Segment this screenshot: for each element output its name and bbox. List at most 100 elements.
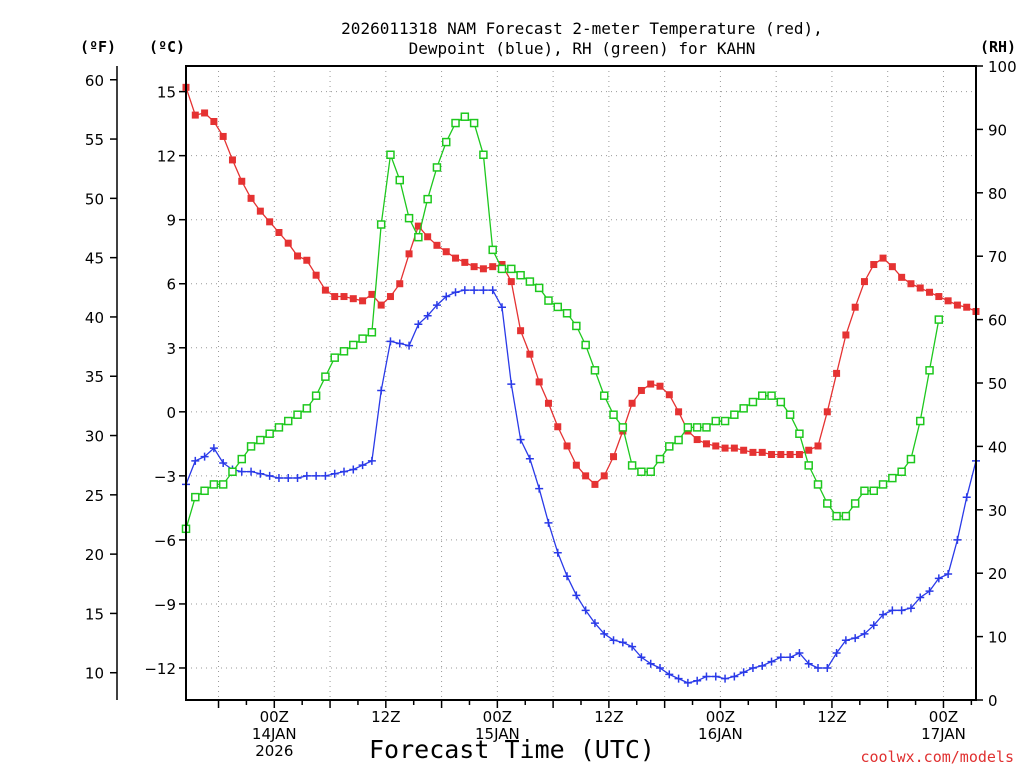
dewpoint-point (962, 493, 971, 502)
rh-point (674, 435, 683, 445)
dewpoint-point (702, 672, 711, 681)
temperature-point (926, 288, 934, 296)
time-tick-label: 12Z (371, 708, 400, 726)
rh-point (553, 302, 563, 312)
dewpoint-point (377, 386, 386, 395)
dewpoint-point (470, 286, 479, 295)
celsius-unit-label: (ºC) (149, 38, 185, 56)
temperature-point (860, 278, 868, 286)
rh-point (404, 213, 414, 223)
rh-point (572, 321, 581, 331)
temperature-point (284, 239, 292, 247)
dewpoint-point (581, 606, 590, 615)
rh-tick-label: 20 (988, 565, 1007, 583)
time-tick-label: 00Z (706, 708, 735, 726)
temperature-point (870, 261, 878, 269)
temperature-point (842, 331, 850, 339)
dewpoint-point (442, 292, 451, 301)
dewpoint-point (721, 674, 730, 683)
grid-lines (186, 66, 976, 700)
rh-point (469, 118, 479, 128)
data-series (181, 83, 980, 687)
fahrenheit-tick-label: 55 (85, 131, 104, 149)
fahrenheit-tick-label: 15 (85, 605, 104, 623)
dewpoint-point (423, 311, 432, 320)
rh-point (237, 454, 247, 464)
rh-tick-label: 30 (988, 502, 1007, 520)
time-tick-label: 15JAN (475, 725, 520, 743)
rh-point (358, 334, 367, 343)
dewpoint-point (879, 610, 888, 619)
rh-point (683, 423, 693, 432)
temperature-point (749, 448, 757, 456)
temperature-point (238, 177, 246, 185)
rh-point (246, 442, 256, 451)
rh-point (627, 461, 637, 470)
dewpoint-point (358, 461, 367, 470)
dewpoint-point (498, 303, 506, 312)
dewpoint-point (795, 649, 804, 658)
fahrenheit-tick-label: 45 (85, 250, 104, 268)
temperature-point (266, 218, 274, 226)
temperature-point (665, 391, 673, 399)
celsius-tick-label: 3 (166, 340, 176, 358)
dewpoint-point (767, 657, 776, 666)
dewpoint-point (209, 444, 218, 453)
temperature-point (321, 286, 329, 294)
dewpoint-point (730, 672, 739, 681)
rh-point (386, 150, 395, 160)
rh-point (925, 366, 934, 375)
temperature-point (210, 118, 218, 126)
rh-point (776, 397, 786, 407)
fahrenheit-tick-label: 10 (85, 665, 104, 683)
rh-point (441, 137, 451, 147)
dewpoint-point (525, 454, 534, 463)
temperature-point (777, 451, 785, 459)
rh-point (711, 416, 721, 426)
dewpoint-point (944, 570, 953, 579)
fahrenheit-tick-label: 35 (85, 368, 104, 386)
rh-point (311, 391, 321, 400)
rh-point (897, 467, 906, 477)
dewpoint-point (219, 459, 228, 468)
temperature-point (572, 461, 580, 469)
dewpoint-point (256, 469, 265, 478)
rh-point (665, 442, 674, 451)
rh-point (256, 435, 265, 445)
dewpoint-point (628, 642, 637, 651)
rh-point (414, 232, 423, 242)
temperature-point (730, 444, 738, 452)
rh-point (200, 486, 209, 496)
rh-point (376, 220, 386, 229)
rh-tick-label: 60 (988, 312, 1007, 330)
rh-point (293, 410, 302, 419)
temperature-point (340, 293, 348, 301)
temperature-point (953, 301, 961, 309)
rh-point (878, 480, 888, 489)
rh-point (349, 340, 358, 350)
rh-point (451, 118, 460, 128)
dewpoint-point (748, 663, 757, 672)
temperature-point (795, 451, 803, 459)
temperature-point (600, 472, 608, 480)
temperature-point (935, 293, 943, 301)
rh-point (330, 353, 339, 362)
temperature-point (461, 258, 469, 266)
temperature-point (507, 278, 515, 286)
dewpoint-point (609, 636, 618, 645)
temperature-point (359, 297, 367, 305)
celsius-tick-label: 6 (166, 276, 176, 294)
dewpoint-point (312, 471, 321, 480)
dewpoint-point (200, 452, 209, 461)
temperature-point (814, 442, 822, 450)
dewpoint-point (340, 467, 348, 476)
time-tick-label: 00Z (929, 708, 958, 726)
dewpoint-point (600, 629, 609, 638)
temperature-point (758, 448, 766, 456)
dewpoint-point (776, 653, 785, 662)
dewpoint-point (349, 465, 358, 474)
temperature-point (247, 194, 255, 202)
dewpoint-point (405, 341, 414, 350)
temperature-point (907, 280, 915, 288)
temperature-point (228, 156, 236, 164)
